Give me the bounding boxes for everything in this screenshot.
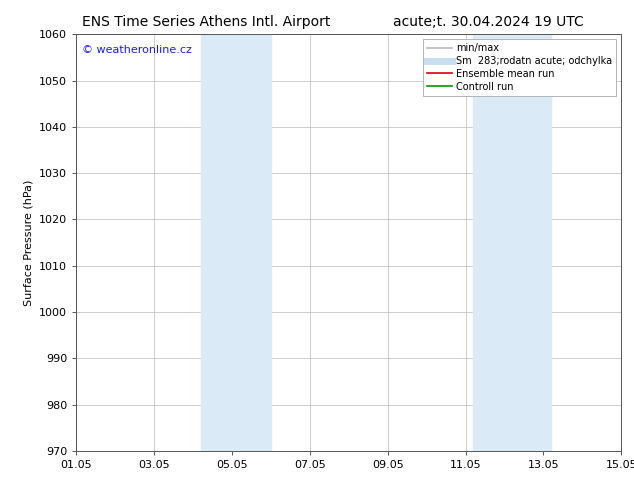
Text: © weatheronline.cz: © weatheronline.cz [82, 45, 191, 55]
Y-axis label: Surface Pressure (hPa): Surface Pressure (hPa) [23, 179, 34, 306]
Bar [474, 34, 551, 451]
Bar [201, 34, 271, 451]
Text: acute;t. 30.04.2024 19 UTC: acute;t. 30.04.2024 19 UTC [393, 15, 584, 29]
Text: ENS Time Series Athens Intl. Airport: ENS Time Series Athens Intl. Airport [82, 15, 331, 29]
Legend: min/max, Sm  283;rodatn acute; odchylka, Ensemble mean run, Controll run: min/max, Sm 283;rodatn acute; odchylka, … [424, 39, 616, 96]
